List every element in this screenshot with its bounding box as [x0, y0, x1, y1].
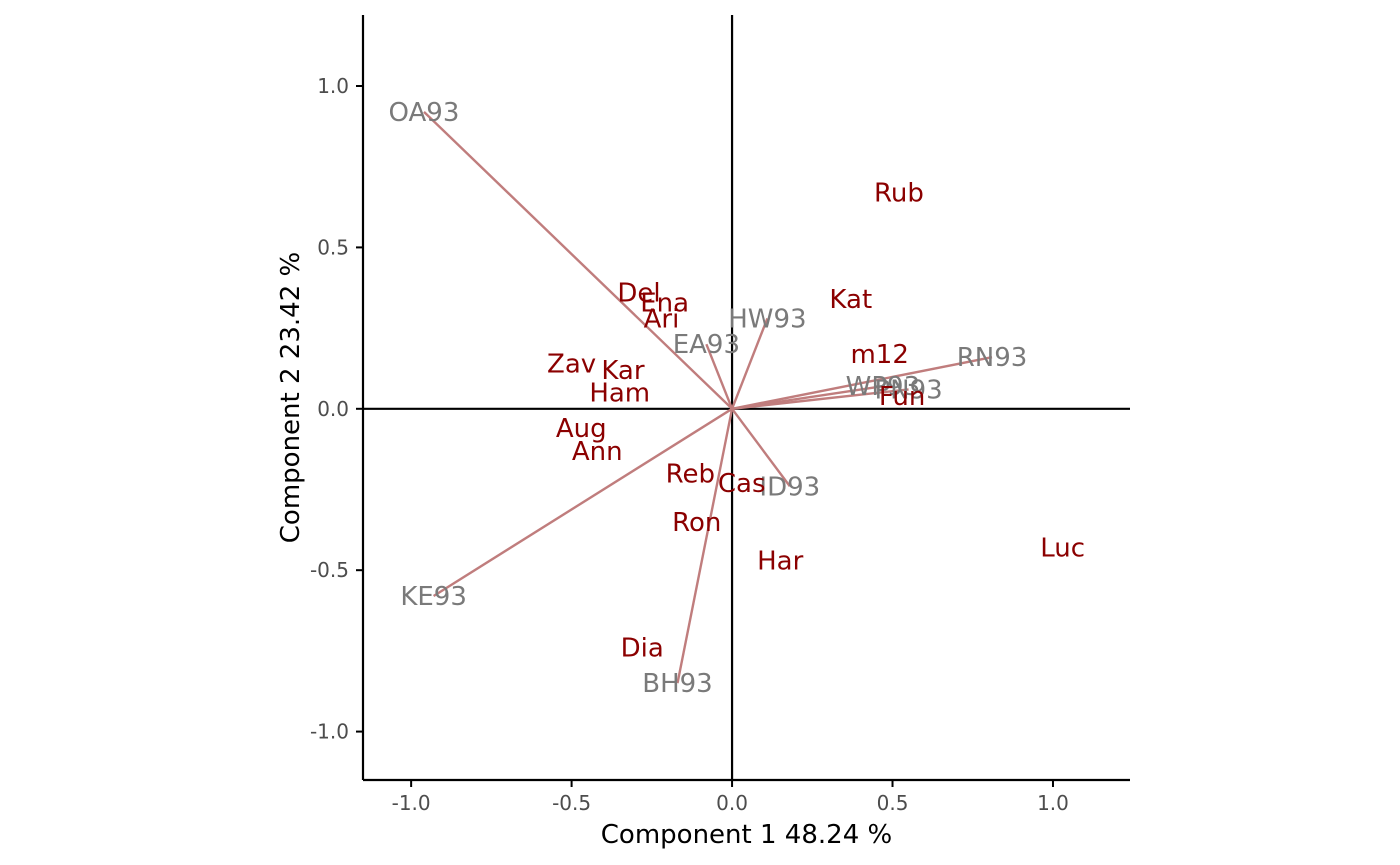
observation-label-reb: Reb — [666, 459, 715, 489]
loading-arrow-hw93 — [730, 317, 769, 410]
y-tick-label: 1.0 — [317, 74, 349, 98]
observation-label-ena: Ena — [640, 288, 689, 318]
x-tick-label: 0.5 — [877, 791, 909, 815]
variable-label-ke93: KE93 — [400, 582, 467, 612]
observation-label-har: Har — [757, 547, 803, 577]
observation-label-fun: Fun — [879, 382, 926, 412]
y-axis-title: Component 2 23.42 % — [276, 252, 306, 543]
axis-ticks: -1.0 -0.5 0.0 0.5 1.0 -1.0 -0.5 0.0 0.5 1.0 — [310, 74, 1069, 815]
observation-label-ann: Ann — [572, 437, 623, 467]
observation-label-rub: Rub — [874, 179, 924, 209]
observation-label-m12: m12 — [850, 340, 908, 370]
loading-arrow-ea93 — [705, 343, 734, 410]
x-tick-label: -1.0 — [392, 791, 431, 815]
observation-label-del: Del — [617, 279, 660, 309]
y-tick-label: -1.0 — [310, 720, 349, 744]
loading-arrow-pn93 — [731, 388, 909, 410]
plot-frame — [361, 15, 1130, 782]
loading-arrow-id93 — [731, 408, 791, 487]
y-tick-label: 0.0 — [317, 397, 349, 421]
observation-label-ari: Ari — [644, 304, 680, 334]
variable-label-pn93: PN93 — [874, 375, 942, 405]
variable-label-hw93: HW93 — [728, 304, 806, 334]
observation-label-aug: Aug — [556, 414, 607, 444]
observation-label-ron: Ron — [672, 508, 721, 538]
observation-label-luc: Luc — [1040, 534, 1085, 564]
loading-arrow-oa93 — [423, 110, 733, 410]
x-axis-title: Component 1 48.24 % — [601, 820, 892, 850]
observation-label-ham: Ham — [589, 379, 650, 409]
variable-label-oa93: OA93 — [389, 98, 460, 128]
x-tick-label: -0.5 — [552, 791, 591, 815]
variable-label-id93: ID93 — [759, 472, 820, 502]
variable-label-wp93: WP93 — [846, 372, 920, 402]
observation-label-kar: Kar — [601, 356, 645, 386]
loading-arrow-ke93 — [432, 407, 733, 598]
loading-arrows — [423, 110, 993, 684]
y-tick-label: -0.5 — [310, 558, 349, 582]
x-tick-label: 0.0 — [716, 791, 748, 815]
observation-label-zav: Zav — [547, 350, 596, 380]
loading-arrow-rn93 — [731, 355, 993, 410]
variable-label-bh93: BH93 — [642, 669, 712, 699]
observation-label-kat: Kat — [829, 285, 872, 315]
observation-label-cas: Cas — [718, 469, 766, 499]
variable-label-ea93: EA93 — [673, 330, 740, 360]
observation-label-dia: Dia — [621, 634, 664, 664]
loading-arrow-bh93 — [676, 408, 734, 684]
x-tick-label: 1.0 — [1037, 791, 1069, 815]
y-tick-label: 0.5 — [317, 235, 349, 259]
variable-label-rn93: RN93 — [957, 343, 1028, 373]
